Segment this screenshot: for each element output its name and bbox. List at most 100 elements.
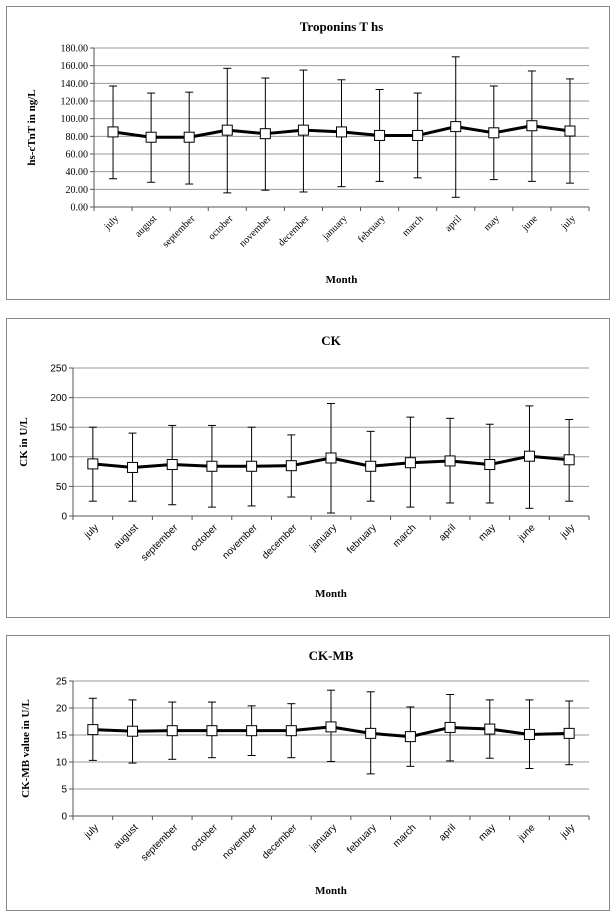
y-tick-label: 200 <box>50 393 67 404</box>
data-point-marker <box>221 124 233 136</box>
x-tick-label: july <box>558 522 577 541</box>
data-point-marker <box>107 126 119 138</box>
data-point-marker <box>444 721 456 733</box>
data-point-marker <box>365 460 377 472</box>
y-axis-label: CK in U/L <box>18 417 30 467</box>
x-tick-label: january <box>307 522 339 554</box>
x-tick-label: may <box>477 822 498 843</box>
data-point-marker <box>412 129 424 141</box>
chart-title: CK-MB <box>309 648 354 663</box>
x-axis-label: Month <box>315 885 347 897</box>
x-tick-label: july <box>559 213 578 232</box>
x-tick-label: november <box>237 213 274 250</box>
data-point-marker <box>127 461 139 473</box>
y-tick-label: 20 <box>56 704 68 715</box>
data-point-marker <box>484 723 496 735</box>
data-point-marker <box>450 121 462 133</box>
y-tick-label: 180.00 <box>61 44 89 55</box>
data-point-marker <box>325 452 337 464</box>
data-point-marker <box>297 124 309 136</box>
x-tick-label: june <box>516 822 538 844</box>
x-tick-label: february <box>356 213 388 245</box>
y-tick-label: 25 <box>56 677 68 688</box>
data-point-marker <box>484 458 496 470</box>
x-tick-label: april <box>437 822 458 843</box>
x-tick-label: august <box>112 822 141 851</box>
data-point-marker <box>374 129 386 141</box>
chart-panel-ck: CK 0 50 100 150 200 250 july august september octo… <box>6 318 610 618</box>
data-point-marker <box>166 725 178 737</box>
data-point-marker <box>285 460 297 472</box>
data-point-marker <box>404 457 416 469</box>
data-point-marker <box>563 727 575 739</box>
x-tick-label: september <box>139 822 181 864</box>
y-tick-label: 120.00 <box>61 97 89 108</box>
data-point-marker <box>246 725 258 737</box>
data-point-marker <box>404 731 416 743</box>
x-tick-label: october <box>189 822 221 854</box>
chart-panel-ck-mb: CK-MB 0 5 10 15 20 25 july august september octobe… <box>6 635 610 911</box>
y-tick-label: 40.00 <box>66 167 89 178</box>
x-tick-label: may <box>477 522 498 543</box>
y-tick-label: 0.00 <box>71 203 89 214</box>
data-point-marker <box>87 458 99 470</box>
data-point-marker <box>87 724 99 736</box>
data-point-marker <box>127 725 139 737</box>
y-tick-label: 60.00 <box>66 150 89 161</box>
x-tick-label: january <box>307 822 339 854</box>
chart-troponins: Troponins T hs 0.00 20.00 40.00 60.00 80.00 10… <box>26 19 590 286</box>
y-tick-label: 0 <box>61 812 67 823</box>
data-point-marker <box>488 127 500 139</box>
x-tick-label: january <box>320 213 350 243</box>
data-point-marker <box>206 460 218 472</box>
x-tick-label: october <box>189 522 221 554</box>
data-point-marker <box>523 450 535 462</box>
y-axis-label: CK-MB value in U/L <box>20 699 32 798</box>
y-tick-label: 100.00 <box>61 114 89 125</box>
data-point-marker <box>206 725 218 737</box>
x-tick-label: june <box>516 522 538 544</box>
y-tick-label: 50 <box>56 482 68 493</box>
data-point-marker <box>564 125 576 137</box>
x-tick-label: december <box>260 522 300 562</box>
y-tick-label: 80.00 <box>66 132 89 143</box>
x-axis-label: Month <box>326 274 358 286</box>
x-tick-label: december <box>260 822 300 862</box>
chart-title: Troponins T hs <box>300 19 384 34</box>
x-tick-label: july <box>102 213 121 232</box>
y-tick-label: 20.00 <box>66 185 89 196</box>
x-tick-label: july <box>82 822 101 841</box>
data-point-marker <box>259 128 271 140</box>
y-tick-label: 0 <box>61 512 67 523</box>
y-tick-label: 250 <box>50 364 67 375</box>
data-point-marker <box>444 455 456 467</box>
x-axis-label: Month <box>315 588 347 600</box>
data-point-marker <box>285 725 297 737</box>
y-tick-label: 140.00 <box>61 79 89 90</box>
x-tick-label: july <box>82 522 101 541</box>
x-tick-label: april <box>443 213 464 234</box>
x-tick-label: march <box>391 522 418 549</box>
data-point-marker <box>523 728 535 740</box>
x-tick-label: october <box>206 213 235 242</box>
data-point-marker <box>325 721 337 733</box>
y-tick-label: 10 <box>56 758 68 769</box>
data-point-marker <box>183 131 195 143</box>
x-tick-label: december <box>276 213 312 249</box>
data-point-marker <box>145 131 157 143</box>
y-tick-label: 100 <box>50 452 67 463</box>
x-tick-label: march <box>391 822 418 849</box>
x-tick-label: july <box>558 822 577 841</box>
chart-title: CK <box>321 333 341 348</box>
y-tick-label: 160.00 <box>61 61 89 72</box>
x-tick-label: august <box>112 522 141 551</box>
x-tick-label: august <box>133 213 159 239</box>
data-point-marker <box>166 458 178 470</box>
x-tick-label: september <box>139 522 181 564</box>
data-point-marker <box>563 454 575 466</box>
data-point-marker <box>336 126 347 138</box>
x-tick-label: february <box>345 822 379 856</box>
x-tick-label: may <box>482 213 502 233</box>
